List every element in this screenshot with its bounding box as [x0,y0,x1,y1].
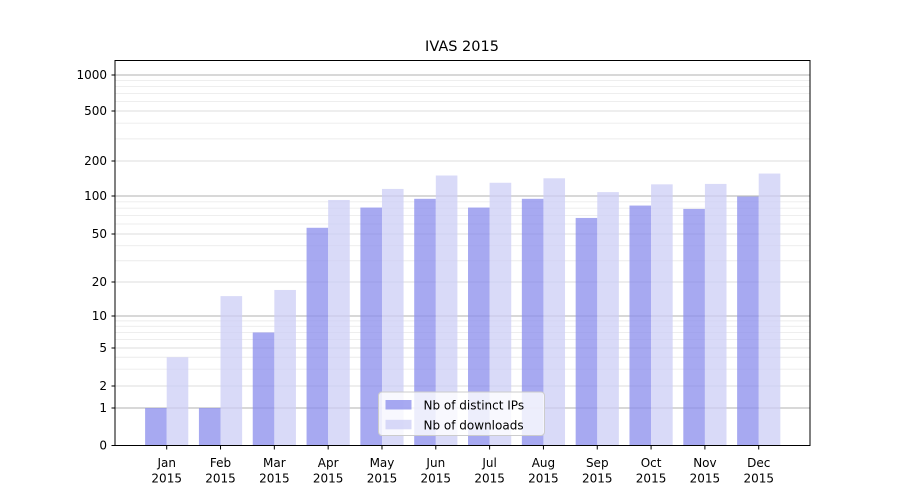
bar-distinct-ips [521,198,544,446]
bar-distinct-ips [468,207,490,446]
bar-distinct-ips [252,332,275,446]
x-tick-label-month: Jul [481,456,496,470]
bar-distinct-ips [683,208,705,446]
x-tick-label-month: May [370,456,395,470]
x-tick-label-year: 2015 [528,472,559,486]
x-tick-label-month: Jan [156,456,176,470]
x-tick-label-month: Jun [425,456,445,470]
bar-downloads [435,175,458,446]
legend-swatch-downloads [385,419,412,430]
x-tick-label-year: 2015 [421,472,452,486]
y-tick-label: 200 [84,154,107,168]
bar-distinct-ips [575,217,598,446]
bar-downloads [274,289,296,446]
y-tick-label: 1000 [76,68,107,82]
x-tick-label-year: 2015 [259,472,290,486]
bar-distinct-ips [737,196,759,446]
y-tick-label: 5 [99,341,107,355]
x-tick-label-year: 2015 [582,472,613,486]
bar-downloads [704,183,727,446]
x-tick-label-month: Mar [263,456,286,470]
x-tick-label-year: 2015 [743,472,774,486]
x-tick-label-year: 2015 [474,472,505,486]
bar-distinct-ips [198,408,221,446]
y-tick-label: 50 [92,227,107,241]
bar-downloads [651,184,673,446]
axes: 0 1 2 5 10 20 50 100 200 500 1000 Jan 2015 Feb 2015 Mar… [76,68,774,486]
y-tick-label: 10 [92,309,107,323]
bar-distinct-ips [306,227,329,446]
legend-label-downloads: Nb of downloads [424,418,524,432]
x-tick-label-year: 2015 [690,472,721,486]
bars [145,173,781,446]
bar-downloads [381,188,404,446]
bar-distinct-ips [414,198,436,446]
x-tick-label-year: 2015 [636,472,667,486]
bar-downloads [489,182,512,446]
x-tick-label-month: Aug [532,456,555,470]
bar-downloads [758,173,781,446]
y-tick-label: 20 [92,275,107,289]
x-tick-label-month: Sep [586,456,609,470]
bar-distinct-ips [360,207,382,446]
bar-downloads [328,199,350,446]
x-tick-label-month: Oct [641,456,662,470]
y-tick-label: 0 [99,439,107,453]
legend-swatch-distinct-ips [385,400,412,410]
bar-distinct-ips [629,205,652,446]
legend: Nb of distinct IPs Nb of downloads [378,391,545,436]
x-tick-label-year: 2015 [367,472,398,486]
x-tick-label-month: Feb [210,456,231,470]
x-tick-label-month: Nov [693,456,716,470]
x-tick-label-year: 2015 [313,472,344,486]
bar-downloads [597,192,619,446]
y-tick-label: 1 [99,401,107,415]
x-tick-label-year: 2015 [205,472,236,486]
bar-downloads [543,178,566,446]
x-tick-label-month: Apr [318,456,339,470]
chart-title: IVAS 2015 [425,39,499,55]
plot-border [114,60,811,446]
legend-box [378,391,545,436]
x-tick-label-month: Dec [747,456,770,470]
y-tick-label: 2 [99,379,107,393]
x-tick-label-year: 2015 [151,472,182,486]
bar-downloads [220,296,243,446]
y-tick-label: 500 [84,104,107,118]
bar-distinct-ips [145,408,167,446]
bar-downloads [166,357,189,446]
y-tick-label: 100 [84,189,107,203]
legend-label-distinct-ips: Nb of distinct IPs [424,399,525,413]
